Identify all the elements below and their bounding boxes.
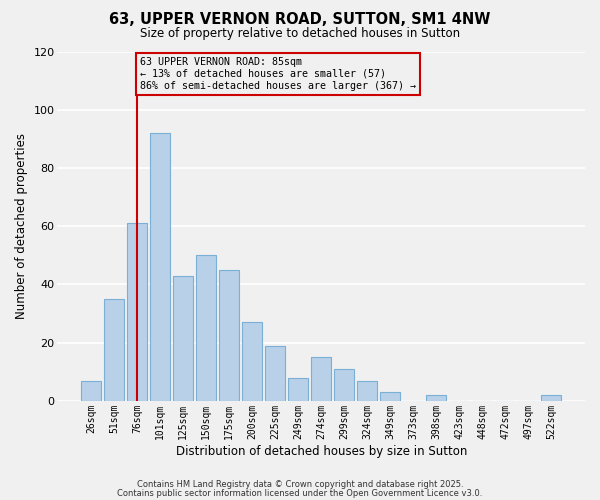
Bar xyxy=(104,299,124,401)
Text: Size of property relative to detached houses in Sutton: Size of property relative to detached ho… xyxy=(140,28,460,40)
Bar xyxy=(127,224,147,401)
Y-axis label: Number of detached properties: Number of detached properties xyxy=(15,133,28,319)
Text: Contains public sector information licensed under the Open Government Licence v3: Contains public sector information licen… xyxy=(118,488,482,498)
Text: 63, UPPER VERNON ROAD, SUTTON, SM1 4NW: 63, UPPER VERNON ROAD, SUTTON, SM1 4NW xyxy=(109,12,491,28)
Bar xyxy=(242,322,262,401)
Bar xyxy=(311,357,331,401)
Bar xyxy=(541,395,561,401)
Bar xyxy=(82,380,101,401)
Bar xyxy=(173,276,193,401)
Text: Contains HM Land Registry data © Crown copyright and database right 2025.: Contains HM Land Registry data © Crown c… xyxy=(137,480,463,489)
X-axis label: Distribution of detached houses by size in Sutton: Distribution of detached houses by size … xyxy=(176,444,467,458)
Bar xyxy=(151,133,170,401)
Bar xyxy=(358,380,377,401)
Bar xyxy=(265,346,285,401)
Bar xyxy=(220,270,239,401)
Bar xyxy=(196,256,216,401)
Bar xyxy=(334,369,354,401)
Bar xyxy=(289,378,308,401)
Bar xyxy=(427,395,446,401)
Bar xyxy=(380,392,400,401)
Text: 63 UPPER VERNON ROAD: 85sqm
← 13% of detached houses are smaller (57)
86% of sem: 63 UPPER VERNON ROAD: 85sqm ← 13% of det… xyxy=(140,58,416,90)
